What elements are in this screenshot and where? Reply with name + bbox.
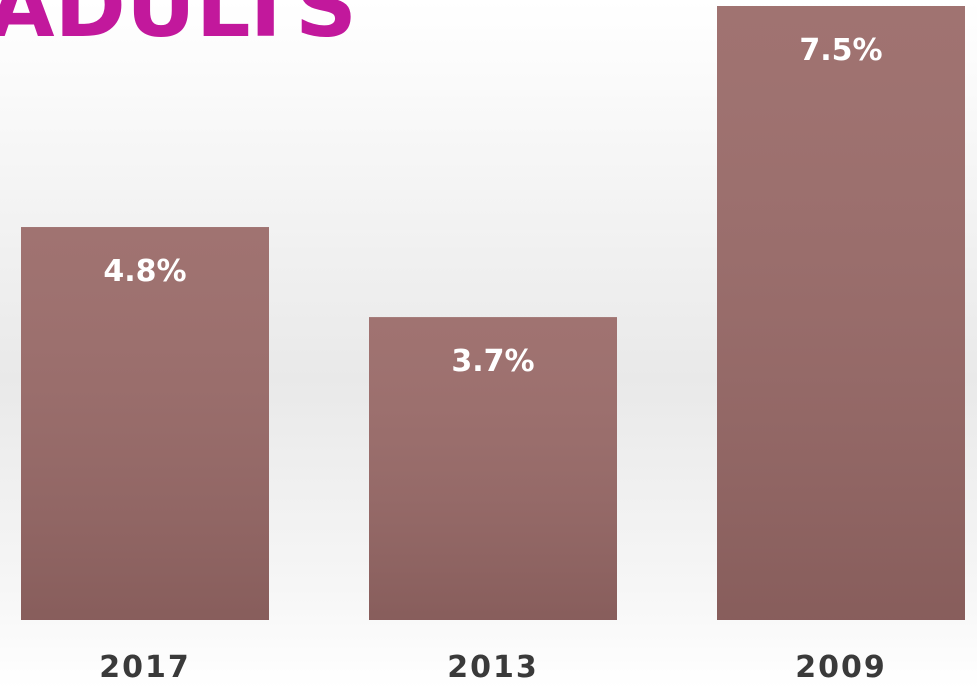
x-tick-label: 2013 bbox=[447, 650, 539, 685]
bar-shade bbox=[717, 6, 965, 620]
x-tick-label: 2017 bbox=[99, 650, 191, 685]
chart-title: ADULTS bbox=[0, 0, 357, 57]
value-label: 3.7% bbox=[451, 344, 534, 379]
bar-shade bbox=[369, 317, 617, 620]
value-label: 4.8% bbox=[103, 254, 186, 289]
x-tick-label: 2009 bbox=[795, 650, 887, 685]
bar-shade bbox=[21, 227, 269, 621]
value-label: 7.5% bbox=[799, 33, 882, 68]
